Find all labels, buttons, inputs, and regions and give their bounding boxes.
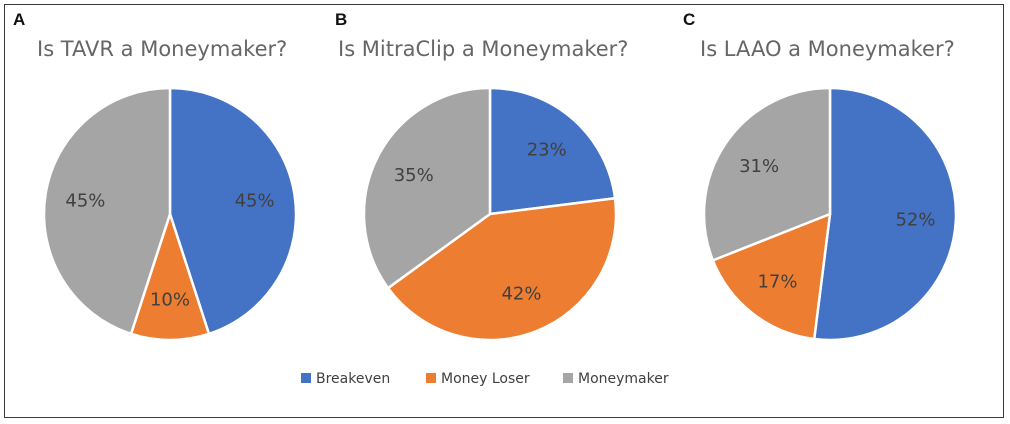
pie-panel-c: C Is LAAO a Moneymaker? 52% 17% 31% (683, 10, 958, 342)
pie-slice-money-loser (129, 212, 211, 342)
chart-title: Is MitraClip a Moneymaker? (338, 37, 628, 61)
chart-title: Is LAAO a Moneymaker? (700, 37, 955, 61)
chart-title: Is TAVR a Moneymaker? (37, 37, 287, 61)
panel-letter: B (335, 10, 347, 29)
legend: Breakeven Money Loser Moneymaker (301, 371, 669, 387)
pie-panel-b: B Is MitraClip a Moneymaker? 23% 42% 35% (335, 10, 628, 342)
panel-letter: A (13, 10, 25, 29)
legend-label-moneymaker: Moneymaker (578, 371, 669, 387)
legend-label-breakeven: Breakeven (316, 371, 390, 387)
pie-slice-moneymaker (362, 86, 492, 290)
slice-label-moneymaker: 35% (394, 165, 434, 186)
legend-swatch-breakeven (301, 373, 311, 383)
pie-slice-money-loser (711, 212, 832, 341)
slice-label-money-loser: 17% (757, 272, 797, 293)
pie-slice-breakeven (488, 86, 617, 216)
slice-label-money-loser: 42% (501, 284, 541, 305)
legend-swatch-money-loser (426, 373, 436, 383)
slice-label-breakeven: 45% (235, 191, 275, 212)
pie-slice-moneymaker (42, 86, 172, 336)
pie-slice-breakeven (168, 86, 298, 336)
legend-label-money-loser: Money Loser (441, 371, 530, 387)
panel-letter: C (683, 10, 695, 29)
slice-label-breakeven: 52% (895, 209, 935, 230)
pie-charts-figure: A Is TAVR a Moneymaker? 45% 10% 45% B Is Mitra… (13, 10, 958, 387)
slice-label-moneymaker: 45% (65, 191, 105, 212)
pie-slice-breakeven (812, 86, 958, 342)
slice-label-breakeven: 23% (527, 140, 567, 161)
slice-label-moneymaker: 31% (739, 156, 779, 177)
slice-label-money-loser: 10% (150, 290, 190, 311)
pie-slice-moneymaker (702, 86, 832, 262)
legend-swatch-moneymaker (563, 373, 573, 383)
pie-panel-a: A Is TAVR a Moneymaker? 45% 10% 45% (13, 10, 298, 342)
pie-slice-money-loser (386, 196, 618, 342)
figure-frame: A Is TAVR a Moneymaker? 45% 10% 45% B Is Mitra… (4, 4, 1004, 418)
